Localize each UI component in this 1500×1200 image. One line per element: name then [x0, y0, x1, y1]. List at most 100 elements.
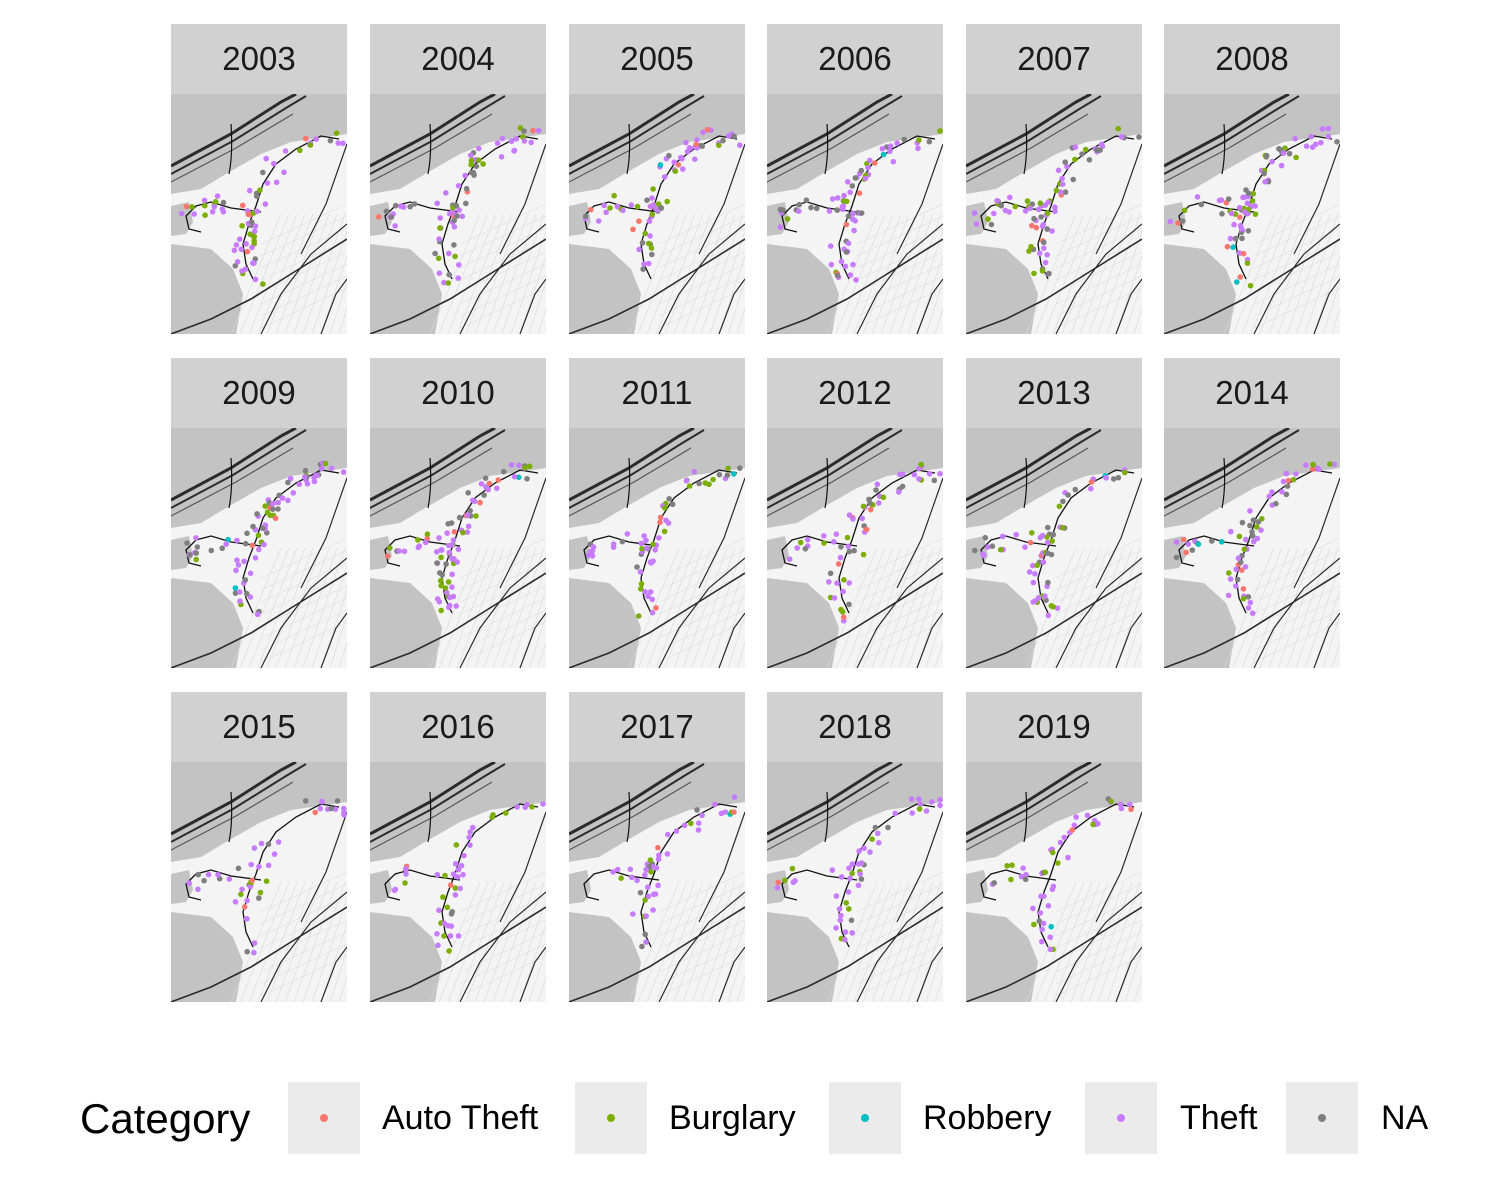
crime-point-na — [1094, 147, 1100, 153]
crime-point-theft — [838, 912, 844, 919]
crime-point-na — [1232, 235, 1239, 242]
crime-point-theft — [645, 593, 651, 600]
crime-point-na — [1189, 547, 1196, 553]
crime-point-theft — [1039, 938, 1045, 945]
crime-point-theft — [1117, 801, 1124, 808]
crime-point-na — [1038, 214, 1044, 220]
crime-point-theft — [467, 829, 473, 835]
crime-point-theft — [973, 221, 980, 227]
crime-point-burglary — [1044, 210, 1051, 216]
crime-point-na — [731, 133, 737, 140]
crime-point-theft — [840, 206, 846, 213]
crime-point-theft — [454, 874, 461, 880]
facet-panel-2019: 2019 — [966, 692, 1142, 1002]
crime-point-burglary — [725, 465, 731, 472]
crime-point-na — [634, 564, 640, 570]
crime-point-theft — [845, 889, 852, 895]
crime-point-theft — [653, 206, 660, 212]
crime-point-na — [1198, 201, 1205, 208]
crime-point-theft — [1231, 221, 1237, 228]
crime-point-theft — [403, 871, 409, 877]
crime-point-theft — [290, 490, 297, 496]
crime-point-theft — [650, 907, 656, 913]
crime-point-theft — [1218, 197, 1225, 203]
crime-point-na — [931, 477, 938, 484]
crime-point-na — [716, 471, 723, 478]
crime-point-theft — [664, 851, 671, 857]
facet-strip-label: 2015 — [171, 692, 347, 762]
crime-point-theft — [887, 148, 893, 155]
map-tile — [767, 762, 943, 1002]
crime-point-burglary — [611, 192, 617, 199]
crime-point-auto-theft — [477, 499, 483, 506]
crime-point-burglary — [263, 878, 270, 884]
crime-point-burglary — [1029, 530, 1035, 536]
crime-point-burglary — [251, 238, 257, 244]
crime-point-theft — [239, 886, 245, 893]
crime-point-theft — [1049, 886, 1056, 893]
crime-point-theft — [862, 175, 869, 182]
crime-point-theft — [1308, 133, 1315, 140]
crime-point-theft — [844, 179, 851, 185]
crime-point-theft — [247, 594, 254, 600]
crime-point-na — [1031, 215, 1037, 222]
crime-point-theft — [231, 247, 238, 254]
facet-panel-2017: 2017 — [569, 692, 745, 1002]
crime-point-theft — [1227, 235, 1234, 242]
crime-point-na — [720, 137, 726, 144]
crime-point-na — [451, 242, 457, 248]
crime-point-na — [392, 202, 399, 209]
crime-point-theft — [937, 802, 943, 809]
crime-point-na — [1245, 190, 1252, 197]
crime-point-theft — [1073, 814, 1079, 820]
crime-point-burglary — [529, 804, 535, 810]
crime-point-theft — [828, 261, 835, 268]
crime-point-burglary — [517, 125, 524, 131]
crime-point-na — [1045, 579, 1051, 586]
map-svg — [370, 94, 546, 334]
crime-point-theft — [1243, 536, 1249, 543]
facet-panel-2011: 2011 — [569, 358, 745, 668]
crime-point-theft — [867, 157, 873, 164]
crime-point-burglary — [1252, 211, 1259, 217]
crime-point-na — [451, 217, 457, 224]
crime-point-na — [796, 201, 802, 208]
map-svg — [1164, 94, 1340, 334]
crime-point-na — [302, 798, 309, 804]
crime-point-theft — [1244, 200, 1251, 206]
crime-point-theft — [1331, 461, 1338, 468]
crime-point-theft — [585, 552, 592, 558]
crime-point-theft — [471, 498, 478, 505]
crime-point-theft — [1316, 466, 1322, 473]
crime-point-theft — [821, 533, 827, 539]
crime-point-theft — [193, 535, 199, 541]
legend: Category Auto Theft Burglary Robbery The… — [0, 1075, 1500, 1165]
crime-point-theft — [1042, 259, 1049, 266]
crime-point-theft — [994, 197, 1000, 204]
crime-point-na — [724, 472, 731, 478]
crime-point-theft — [436, 907, 442, 914]
crime-point-theft — [1269, 158, 1275, 165]
map-tile — [767, 428, 943, 668]
legend-dot-robbery — [861, 1114, 869, 1122]
crime-point-theft — [535, 127, 542, 134]
crime-point-burglary — [648, 245, 655, 251]
crime-point-burglary — [1082, 146, 1089, 153]
crime-point-theft — [1309, 144, 1316, 150]
crime-point-na — [1062, 159, 1068, 165]
crime-point-na — [982, 534, 989, 541]
crime-point-burglary — [1026, 248, 1032, 254]
crime-point-theft — [464, 529, 471, 535]
crime-point-theft — [643, 545, 650, 551]
crime-point-na — [899, 483, 906, 490]
crime-point-na — [1065, 492, 1071, 498]
crime-point-theft — [909, 810, 915, 816]
facet-grid: 2003 2004 2005 2006 2007 2008 2009 2010 2011 2012… — [171, 24, 1340, 1002]
crime-point-burglary — [473, 513, 479, 519]
crime-point-theft — [511, 148, 517, 154]
crime-point-auto-theft — [1069, 827, 1076, 833]
crime-point-auto-theft — [312, 809, 318, 816]
crime-point-theft — [1233, 566, 1239, 573]
crime-point-theft — [645, 893, 652, 900]
crime-point-na — [437, 570, 443, 576]
